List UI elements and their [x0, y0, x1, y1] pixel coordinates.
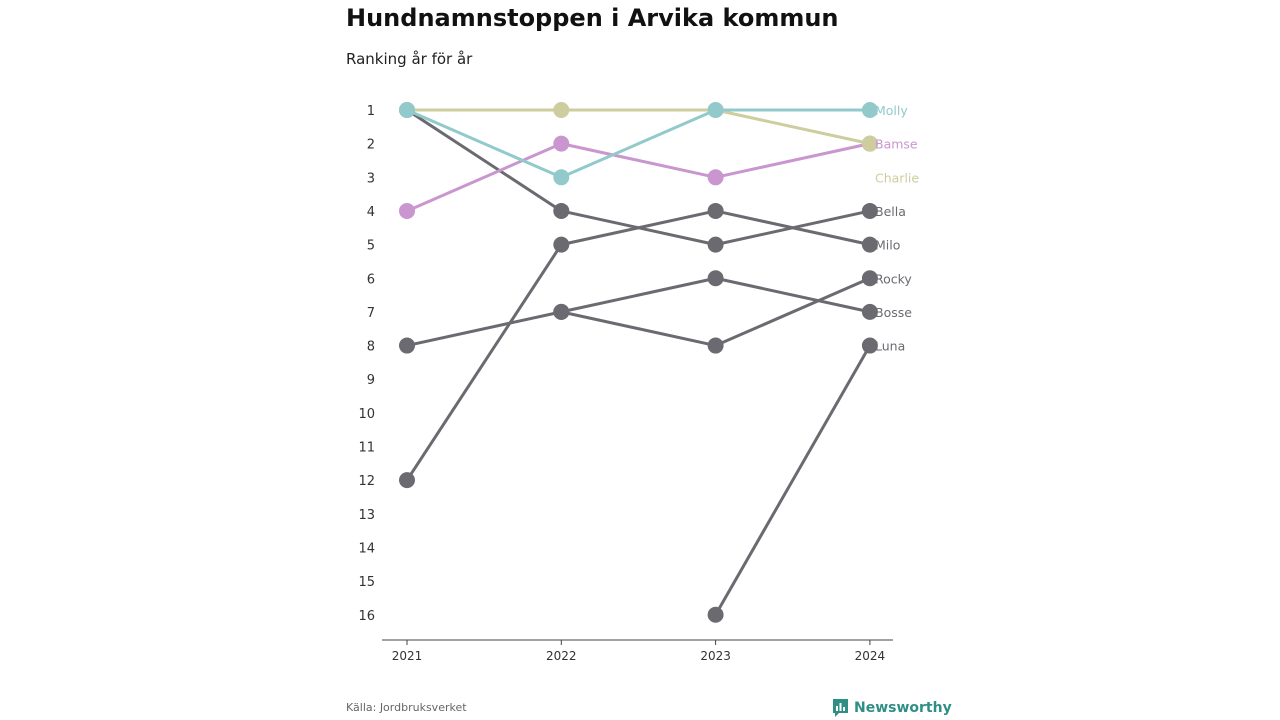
end-label-charlie: Charlie: [875, 170, 919, 185]
end-label-luna: Luna: [875, 339, 905, 354]
y-tick-label: 14: [358, 541, 375, 556]
data-point-molly: [553, 169, 570, 186]
y-tick-label: 10: [358, 407, 375, 422]
series-line-bosse: [406, 276, 871, 348]
series-line-charlie: [407, 108, 871, 146]
data-point-rocky: [707, 337, 724, 354]
source-note: Källa: Jordbruksverket: [346, 701, 467, 714]
series-line-bamse: [406, 142, 871, 213]
series-points: [399, 102, 878, 623]
data-point-bosse: [553, 303, 570, 320]
data-point-bosse: [399, 337, 415, 354]
end-label-milo: Milo: [875, 238, 900, 253]
chart-bar-icon: [833, 699, 848, 717]
data-point-molly: [861, 102, 878, 118]
y-tick-label: 2: [367, 138, 375, 153]
data-point-bamse: [707, 169, 724, 186]
data-point-bella: [861, 202, 878, 219]
y-tick-label: 1: [367, 104, 375, 119]
x-tick-label: 2022: [546, 649, 577, 663]
end-label-rocky: Rocky: [875, 271, 912, 286]
x-tick-label: 2021: [392, 649, 423, 663]
y-tick-label: 6: [367, 272, 375, 287]
end-labels: Molly Bamse Charlie Bella Milo Rocky Bosse Luna: [875, 103, 919, 354]
data-point-bella: [553, 202, 570, 219]
data-point-molly: [399, 102, 415, 118]
series-line-rocky: [560, 276, 871, 348]
series-lines: [405, 108, 872, 616]
data-point-charlie: [553, 102, 570, 118]
brand-logo: Newsworthy: [832, 698, 952, 718]
end-label-bella: Bella: [875, 204, 906, 219]
end-label-bosse: Bosse: [875, 305, 912, 320]
x-tick-label: 2023: [700, 649, 731, 663]
y-tick-label: 15: [358, 575, 375, 590]
data-point-bosse: [861, 303, 878, 320]
end-label-molly: Molly: [875, 103, 908, 118]
x-tick-label: 2024: [855, 649, 886, 663]
series-line-milo: [405, 209, 871, 481]
y-tick-label: 3: [367, 171, 375, 186]
y-tick-label: 11: [358, 441, 375, 456]
series-line-molly: [406, 108, 870, 179]
y-tick-label: 5: [367, 239, 375, 254]
y-tick-label: 16: [358, 609, 375, 624]
chart-subtitle: Ranking år för år: [346, 50, 473, 68]
data-point-bella: [707, 236, 724, 253]
y-tick-label: 7: [367, 306, 375, 321]
y-tick-label: 8: [367, 340, 375, 355]
data-point-milo: [553, 236, 570, 253]
data-point-bamse: [399, 202, 415, 219]
data-point-luna: [861, 337, 878, 354]
brand-name: Newsworthy: [854, 700, 952, 716]
data-point-luna: [707, 606, 724, 623]
data-point-milo: [707, 202, 724, 219]
y-tick-label: 9: [367, 373, 375, 388]
data-point-molly: [707, 102, 724, 118]
data-point-milo: [861, 236, 878, 253]
data-point-charlie: [861, 135, 878, 152]
data-point-bamse: [553, 135, 570, 152]
x-axis: 2021 2022 2023 2024: [382, 639, 893, 663]
series-line-luna: [714, 344, 872, 616]
chart-title: Hundnamnstoppen i Arvika kommun: [346, 4, 839, 32]
end-label-bamse: Bamse: [875, 137, 918, 152]
y-tick-label: 12: [358, 474, 375, 489]
data-point-milo: [399, 472, 415, 489]
data-point-rocky: [861, 270, 878, 287]
y-tick-label: 4: [367, 205, 375, 220]
y-tick-label: 13: [358, 508, 375, 523]
series-line-bella: [406, 108, 871, 247]
data-point-bosse: [707, 270, 724, 287]
